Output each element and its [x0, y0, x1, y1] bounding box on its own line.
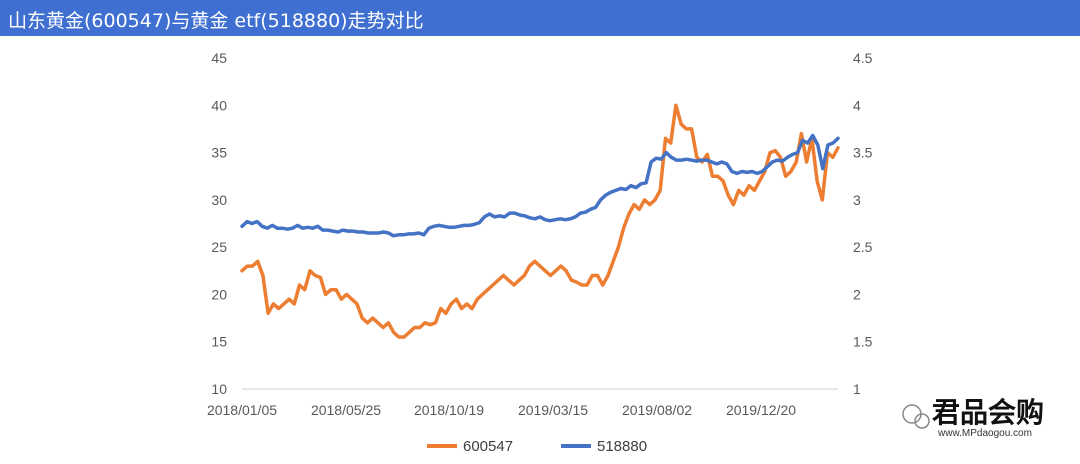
y-right-tick-label: 3	[853, 192, 861, 208]
x-tick-label: 2018/10/19	[414, 402, 484, 418]
series-lines	[240, 103, 840, 339]
wechat-icon	[902, 404, 922, 424]
series-line-518880	[240, 133, 840, 238]
y-right-tick-label: 4	[853, 97, 861, 113]
y-right-tick-label: 1.5	[853, 334, 873, 350]
y-left-tick-label: 40	[211, 97, 227, 113]
y-right-tick-label: 4.5	[853, 50, 873, 66]
x-tick-label: 2019/08/02	[622, 402, 692, 418]
x-tick-label: 2018/05/25	[311, 402, 381, 418]
y-left-tick-label: 45	[211, 50, 227, 66]
x-tick-label: 2019/03/15	[518, 402, 588, 418]
x-tick-label: 2018/01/05	[207, 402, 277, 418]
wechat-icon-small	[914, 413, 930, 429]
x-tick-label: 2019/12/20	[726, 402, 796, 418]
watermark-brand: 君品会购	[932, 396, 1044, 429]
y-right-tick-label: 2.5	[853, 239, 873, 255]
y-right-tick-label: 2	[853, 286, 861, 302]
legend-label: 600547	[463, 438, 513, 455]
watermark-url: www.MPdaogou.com	[937, 428, 1032, 439]
title-bar: 山东黄金(600547)与黄金 etf(518880)走势对比	[0, 0, 1080, 36]
chart-title: 山东黄金(600547)与黄金 etf(518880)走势对比	[8, 10, 424, 32]
y-left-tick-label: 20	[211, 286, 227, 302]
y-left-tick-label: 10	[211, 381, 227, 397]
y-left-tick-label: 15	[211, 334, 227, 350]
series-line-600547	[240, 103, 840, 339]
y-right-tick-label: 1	[853, 381, 861, 397]
left-axis: 10 15 20 25 30 35 40 45	[211, 50, 227, 397]
y-left-tick-label: 30	[211, 192, 227, 208]
y-left-tick-label: 35	[211, 145, 227, 161]
y-left-tick-label: 25	[211, 239, 227, 255]
x-axis: 2018/01/05 2018/05/25 2018/10/19 2019/03/15…	[207, 402, 796, 418]
watermark-logo: 君品会购 www.MPdaogou.com	[902, 396, 1044, 439]
legend: 600547 518880	[427, 438, 647, 455]
right-axis: 1 1.5 2 2.5 3 3.5 4 4.5	[853, 50, 873, 397]
legend-label: 518880	[597, 438, 647, 455]
y-right-tick-label: 3.5	[853, 145, 873, 161]
